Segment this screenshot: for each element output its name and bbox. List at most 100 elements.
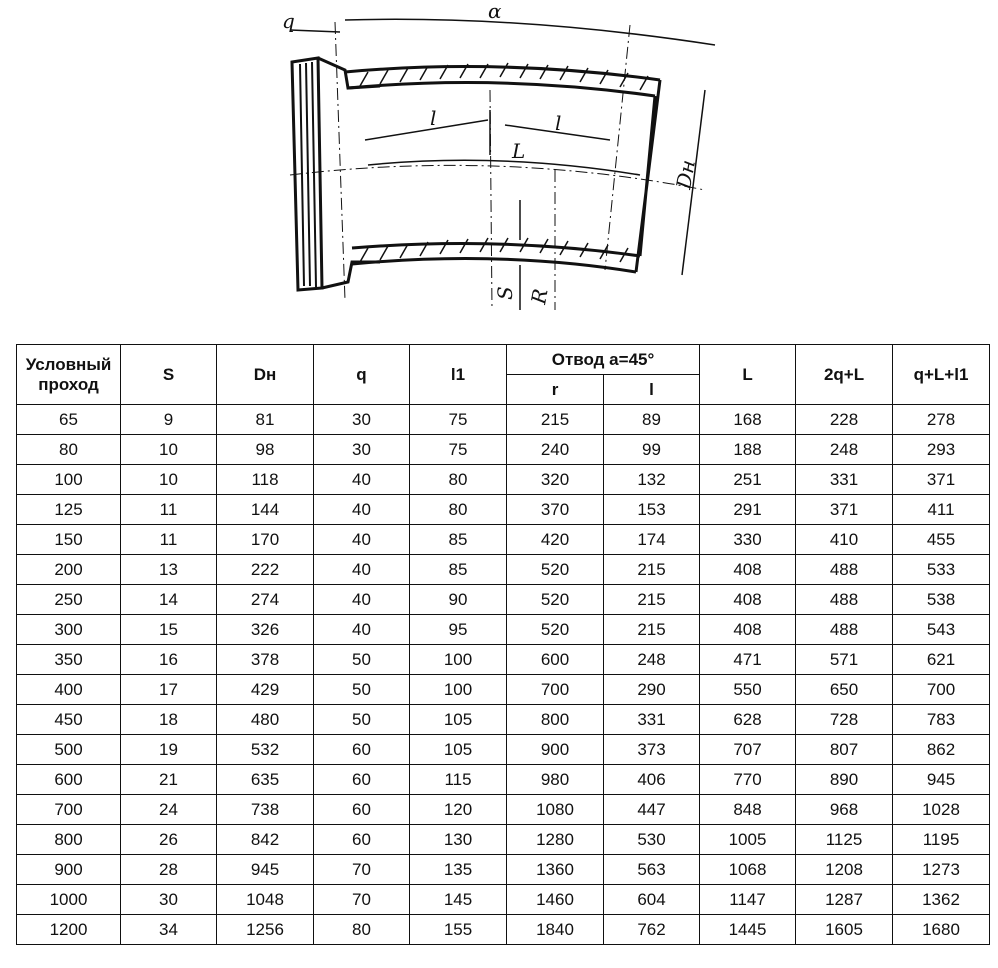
table-row: 125 11 144 40 80 370 153 291 371 411 bbox=[16, 494, 991, 525]
table-cell: 945 bbox=[216, 854, 314, 885]
table-cell: 900 bbox=[16, 854, 121, 885]
table-cell: 95 bbox=[409, 614, 507, 645]
table-cell: 293 bbox=[892, 434, 991, 465]
header-s: S bbox=[120, 344, 217, 405]
table-cell: 120 bbox=[409, 794, 507, 825]
table-cell: 1068 bbox=[699, 854, 797, 885]
table-cell: 40 bbox=[313, 524, 410, 555]
label-L: L bbox=[511, 139, 525, 163]
label-q: q bbox=[282, 9, 295, 33]
table-cell: 707 bbox=[699, 734, 797, 765]
table-cell: 411 bbox=[892, 494, 991, 525]
table-cell: 900 bbox=[506, 734, 604, 765]
table-cell: 371 bbox=[892, 464, 991, 495]
table-cell: 1048 bbox=[216, 884, 314, 915]
table-cell: 105 bbox=[409, 704, 507, 735]
table-cell: 153 bbox=[602, 494, 701, 525]
table-cell: 60 bbox=[313, 734, 410, 765]
table-cell: 326 bbox=[216, 614, 314, 645]
table-cell: 1208 bbox=[795, 854, 894, 885]
table-cell: 738 bbox=[216, 794, 314, 825]
table-cell: 89 bbox=[602, 404, 701, 435]
table-cell: 890 bbox=[795, 764, 894, 795]
table-cell: 530 bbox=[602, 824, 701, 855]
pipe-inner-top bbox=[347, 81, 656, 98]
table-cell: 500 bbox=[16, 734, 121, 765]
table-cell: 274 bbox=[216, 584, 314, 615]
table-row: 300 15 326 40 95 520 215 408 488 543 bbox=[16, 614, 991, 645]
table-cell: 14 bbox=[120, 584, 217, 615]
header-2q-L: 2q+L bbox=[795, 344, 894, 405]
header-q: q bbox=[313, 344, 410, 405]
table-cell: 1147 bbox=[699, 884, 797, 915]
table-cell: 30 bbox=[313, 404, 410, 435]
dimensions-table: Условный проход S Dн q l1 Отвод a=45° L … bbox=[16, 344, 991, 945]
table-cell: 26 bbox=[120, 824, 217, 855]
header-L: L bbox=[699, 344, 797, 405]
table-cell: 222 bbox=[216, 554, 314, 585]
table-cell: 81 bbox=[216, 404, 314, 435]
table-cell: 13 bbox=[120, 554, 217, 585]
table-cell: 1005 bbox=[699, 824, 797, 855]
table-cell: 378 bbox=[216, 644, 314, 675]
table-cell: 488 bbox=[795, 584, 894, 615]
table-cell: 471 bbox=[699, 644, 797, 675]
table-cell: 174 bbox=[602, 524, 701, 555]
table-cell: 80 bbox=[16, 434, 121, 465]
table-cell: 410 bbox=[795, 524, 894, 555]
table-cell: 762 bbox=[602, 914, 701, 945]
label-S: S bbox=[493, 286, 517, 300]
table-cell: 1256 bbox=[216, 914, 314, 945]
table-cell: 842 bbox=[216, 824, 314, 855]
table-cell: 168 bbox=[699, 404, 797, 435]
table-cell: 543 bbox=[892, 614, 991, 645]
table-cell: 40 bbox=[313, 614, 410, 645]
table-cell: 15 bbox=[120, 614, 217, 645]
table-cell: 10 bbox=[120, 464, 217, 495]
table-cell: 19 bbox=[120, 734, 217, 765]
table-row: 500 19 532 60 105 900 373 707 807 862 bbox=[16, 734, 991, 765]
table-cell: 520 bbox=[506, 614, 604, 645]
pipe-inner-bottom bbox=[351, 242, 641, 258]
table-cell: 90 bbox=[409, 584, 507, 615]
table-cell: 807 bbox=[795, 734, 894, 765]
table-cell: 783 bbox=[892, 704, 991, 735]
table-cell: 800 bbox=[506, 704, 604, 735]
table-cell: 1362 bbox=[892, 884, 991, 915]
table-cell: 635 bbox=[216, 764, 314, 795]
table-cell: 215 bbox=[602, 554, 701, 585]
table-cell: 278 bbox=[892, 404, 991, 435]
table-cell: 968 bbox=[795, 794, 894, 825]
table-cell: 862 bbox=[892, 734, 991, 765]
table-cell: 28 bbox=[120, 854, 217, 885]
table-cell: 331 bbox=[795, 464, 894, 495]
table-cell: 40 bbox=[313, 494, 410, 525]
label-alpha: α bbox=[488, 0, 502, 23]
table-row: 600 21 635 60 115 980 406 770 890 945 bbox=[16, 764, 991, 795]
table-cell: 100 bbox=[409, 674, 507, 705]
table-cell: 1605 bbox=[795, 914, 894, 945]
table-cell: 1360 bbox=[506, 854, 604, 885]
table-cell: 350 bbox=[16, 644, 121, 675]
table-cell: 100 bbox=[409, 644, 507, 675]
table-cell: 455 bbox=[892, 524, 991, 555]
table-cell: 40 bbox=[313, 584, 410, 615]
table-cell: 21 bbox=[120, 764, 217, 795]
table-cell: 240 bbox=[506, 434, 604, 465]
table-cell: 1287 bbox=[795, 884, 894, 915]
table-cell: 144 bbox=[216, 494, 314, 525]
table-cell: 132 bbox=[602, 464, 701, 495]
header-bend: Отвод a=45° bbox=[505, 344, 701, 375]
table-cell: 150 bbox=[16, 524, 121, 555]
table-cell: 1680 bbox=[892, 914, 991, 945]
table-cell: 98 bbox=[216, 434, 314, 465]
table-cell: 248 bbox=[602, 644, 701, 675]
table-cell: 80 bbox=[313, 914, 410, 945]
table-cell: 60 bbox=[313, 824, 410, 855]
table-cell: 330 bbox=[699, 524, 797, 555]
table-cell: 50 bbox=[313, 674, 410, 705]
table-cell: 17 bbox=[120, 674, 217, 705]
pipe-outer-top bbox=[344, 65, 661, 82]
table-cell: 980 bbox=[506, 764, 604, 795]
table-cell: 604 bbox=[602, 884, 701, 915]
